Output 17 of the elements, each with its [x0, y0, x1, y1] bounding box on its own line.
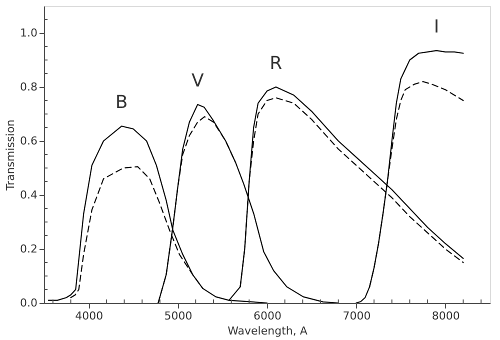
y-tick-label: 0.4	[20, 188, 38, 202]
series-label: V	[191, 70, 204, 92]
y-tick-label: 1.0	[20, 26, 38, 40]
y-tick-label: 0.2	[20, 242, 38, 256]
series-label: B	[115, 92, 128, 114]
x-tick-label: 8000	[432, 310, 460, 322]
y-tick-label: 0.8	[20, 80, 38, 94]
x-tick-label: 5000	[164, 310, 192, 322]
series-label: I	[434, 16, 440, 38]
y-tick-label: 0.6	[20, 134, 38, 148]
y-axis-title: Transmission	[4, 119, 18, 192]
x-tick-label: 7000	[342, 310, 371, 322]
x-axis-title: Wavelength, A	[228, 324, 308, 338]
x-tick-label: 6000	[254, 310, 282, 322]
series-label: R	[270, 53, 282, 74]
x-tick-label: 4000	[75, 310, 104, 322]
y-tick-label: 0.0	[20, 296, 38, 310]
